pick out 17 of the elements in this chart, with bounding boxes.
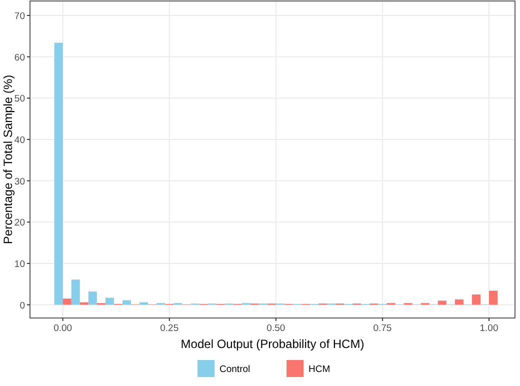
y-tick-label: 40: [14, 134, 25, 146]
y-tick-label: 30: [14, 176, 25, 188]
legend-label: HCM: [308, 364, 330, 375]
x-axis-title: Model Output (Probability of HCM): [180, 337, 364, 351]
y-tick-label: 10: [14, 258, 25, 270]
x-tick-label: 0.75: [373, 323, 392, 334]
y-axis-title: Percentage of Total Sample (%): [1, 74, 15, 244]
y-tick-label: 70: [14, 10, 25, 22]
x-tick-label: 0.25: [160, 323, 179, 334]
x-tick-label: 0.50: [266, 323, 286, 334]
y-tick-label: 60: [14, 52, 25, 64]
x-tick-label: 1.00: [480, 323, 498, 334]
legend-label: Control: [220, 364, 250, 375]
y-tick-label: 0: [20, 300, 25, 312]
y-tick-label: 50: [14, 94, 25, 105]
y-tick-label: 20: [14, 218, 25, 229]
x-tick-label: 0.00: [54, 323, 72, 334]
